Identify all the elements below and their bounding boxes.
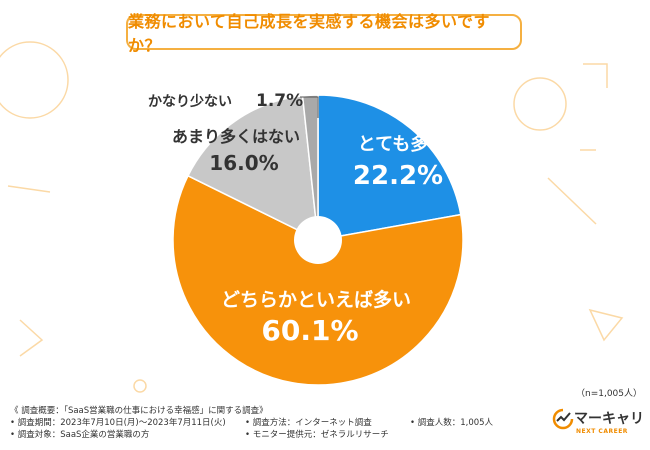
pie-slice-2 — [172, 174, 464, 386]
slice-label-1: とても多い — [358, 133, 447, 155]
logo-subtitle: NEXT CAREER — [576, 428, 628, 435]
survey-footer: 《 調査概要：「SaaS営業職の仕事における幸福感」に関する調査》 • 調査期間… — [10, 404, 550, 448]
survey-period: • 調査期間：2023年7月10日(月)〜2023年7月11日(火) — [10, 418, 226, 428]
slice-label-3: あまり多くはない — [172, 127, 300, 146]
pie-slice-1 — [317, 94, 462, 241]
slice-label-4: かなり少ない — [148, 93, 232, 110]
slice-value-3: 16.0% — [209, 151, 278, 175]
survey-provider: • モニター提供元：ゼネラルリサーチ — [245, 430, 389, 440]
pie-slice-4 — [301, 94, 319, 241]
survey-overview: 《 調査概要：「SaaS営業職の仕事における幸福感」に関する調査》 — [10, 406, 268, 416]
slice-4-leader-line — [300, 96, 319, 118]
pie-slice-3 — [186, 95, 319, 242]
logo-icon — [552, 408, 574, 430]
slice-value-4: 1.7% — [256, 91, 303, 111]
donut-hole — [294, 216, 342, 264]
brand-logo: マーキャリ NEXT CAREER — [552, 406, 644, 440]
logo-name: マーキャリ — [574, 411, 644, 427]
slice-value-2: 60.1% — [261, 314, 358, 347]
survey-count: • 調査人数：1,005人 — [410, 418, 494, 428]
slice-value-1: 22.2% — [353, 161, 443, 191]
slice-label-2: どちらかといえば多い — [221, 288, 411, 311]
survey-method: • 調査方法：インターネット調査 — [245, 418, 372, 428]
chart-title: 業務において自己成長を実感する機会は多いですか？ — [126, 12, 522, 55]
sample-size-note: （n=1,005人） — [576, 389, 643, 399]
survey-target: • 調査対象：SaaS企業の営業職の方 — [10, 430, 150, 440]
